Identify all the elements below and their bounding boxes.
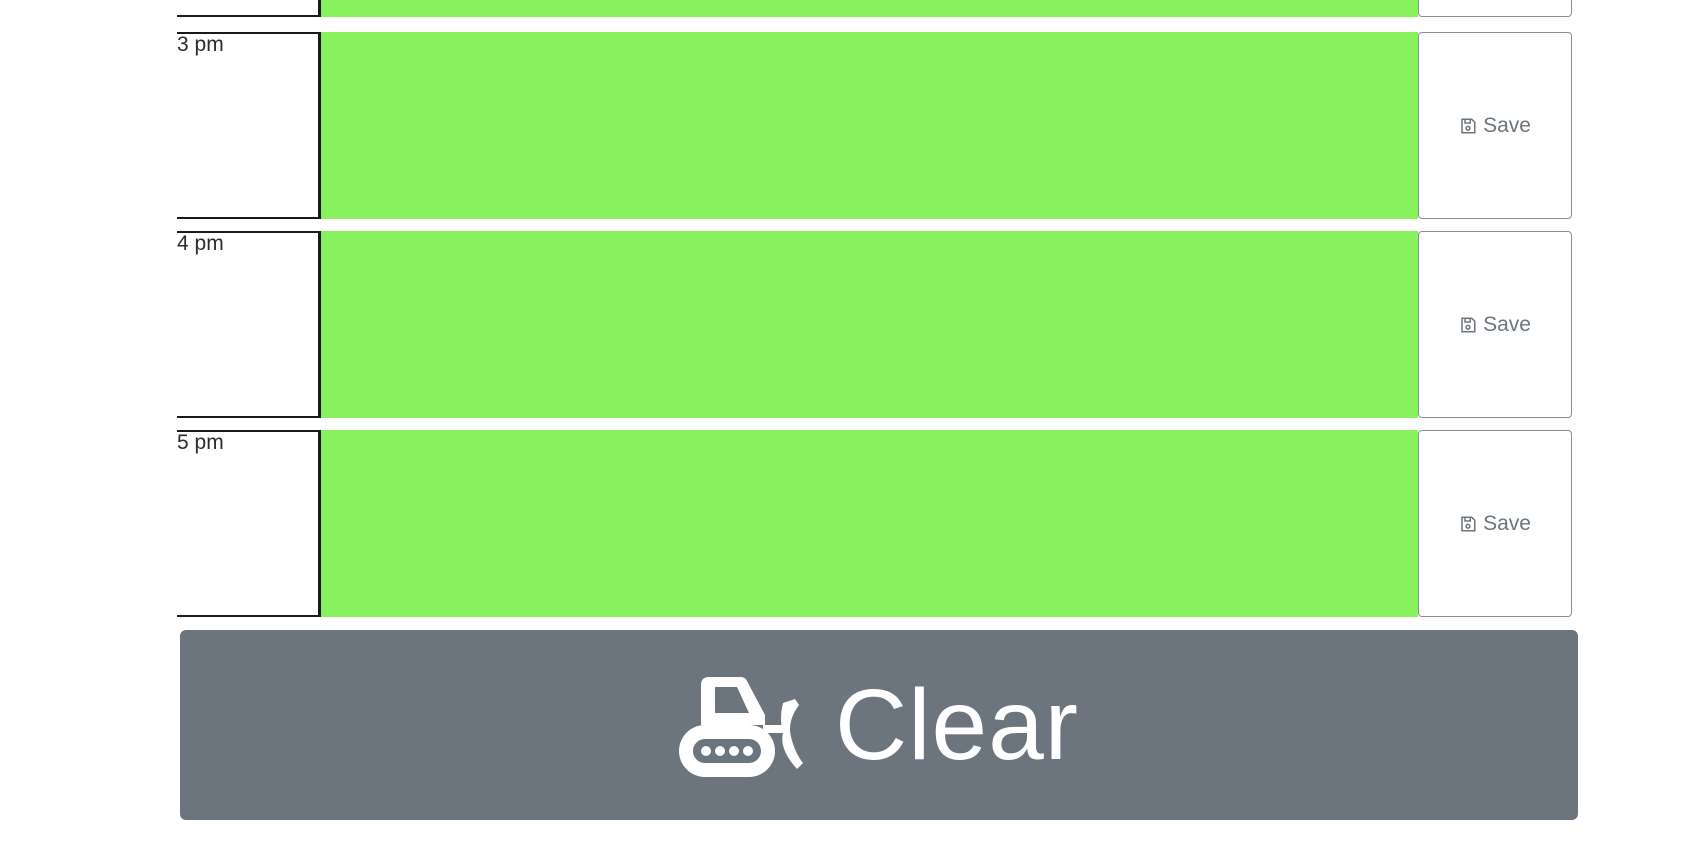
floppy-disk-icon [1461, 118, 1476, 133]
floppy-disk-icon [1461, 317, 1476, 332]
save-button[interactable]: Save [1418, 430, 1572, 617]
hour-label: 5 pm [177, 430, 321, 617]
description-textarea[interactable] [321, 430, 1418, 617]
save-label: Save [1483, 511, 1531, 535]
save-button[interactable]: Save [1418, 32, 1572, 219]
description-textarea[interactable] [321, 32, 1418, 219]
clear-button[interactable]: Clear [180, 630, 1578, 820]
floppy-disk-icon [1461, 516, 1476, 531]
save-label: Save [1483, 312, 1531, 336]
bulldozer-icon [679, 677, 804, 777]
hour-label: 4 pm [177, 231, 321, 418]
hour-label [177, 0, 321, 17]
time-block-row: 3 pm Save [177, 32, 1572, 219]
time-block-row [177, 0, 1572, 17]
save-label: Save [1483, 113, 1531, 137]
hour-label: 3 pm [177, 32, 321, 219]
description-textarea[interactable] [321, 0, 1418, 17]
save-button[interactable]: Save [1418, 231, 1572, 418]
description-textarea[interactable] [321, 231, 1418, 418]
clear-label: Clear [835, 669, 1079, 781]
time-block-row: 4 pm Save [177, 231, 1572, 418]
time-block-row: 5 pm Save [177, 430, 1572, 617]
save-button[interactable] [1418, 0, 1572, 17]
